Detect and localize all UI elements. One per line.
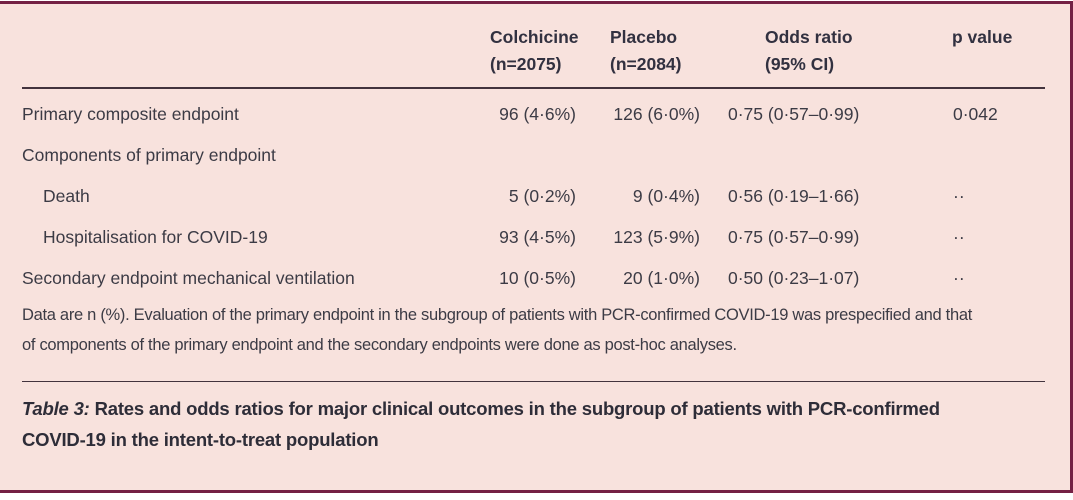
odds-ratio-header-line2: (95% CI) (765, 54, 835, 74)
cell-p-value: ·· (953, 226, 965, 247)
row-label: Hospitalisation for COVID-19 (43, 226, 268, 247)
table-caption: Table 3: Rates and odds ratios for major… (22, 393, 942, 455)
cell-odds-ratio: 0·56 (0·19–1·66) (728, 185, 860, 206)
row-label: Secondary endpoint mechanical ventilatio… (22, 267, 355, 288)
table-rows: Primary composite endpoint 96 (4·6%) 126… (0, 89, 1070, 299)
table-row: Hospitalisation for COVID-19 93 (4·5%) 1… (0, 217, 1070, 258)
cell-odds-ratio: 0·50 (0·23–1·07) (728, 267, 860, 288)
cell-placebo: 9 (0·4%) (632, 185, 700, 206)
caption-label: Table 3: (22, 398, 90, 420)
cell-p-value: ·· (953, 185, 965, 206)
cell-colchicine: 93 (4·5%) (499, 226, 576, 247)
cell-p-value: ·· (953, 267, 965, 288)
colchicine-header-line1: Colchicine (490, 27, 579, 47)
cell-placebo: 123 (5·9%) (613, 226, 700, 247)
cell-colchicine: 5 (0·2%) (508, 185, 576, 206)
caption-text: Rates and odds ratios for major clinical… (22, 398, 940, 451)
table-row: Primary composite endpoint 96 (4·6%) 126… (0, 94, 1070, 135)
table-row: Secondary endpoint mechanical ventilatio… (0, 258, 1070, 299)
caption-divider-rule (22, 380, 1045, 383)
row-label: Death (43, 185, 90, 206)
cell-placebo: 20 (1·0%) (623, 267, 700, 288)
colchicine-header-line2: (n=2075) (490, 54, 562, 74)
column-header-placebo: Placebo (n=2084) (576, 24, 702, 78)
table-row: Components of primary endpoint (0, 135, 1070, 176)
cell-colchicine: 96 (4·6%) (499, 103, 576, 124)
row-label: Components of primary endpoint (22, 144, 276, 165)
placebo-header-line2: (n=2084) (610, 54, 682, 74)
table-footnote: Data are n (%). Evaluation of the primar… (22, 305, 972, 354)
column-header-colchicine: Colchicine (n=2075) (468, 24, 579, 78)
table-header: Colchicine (n=2075) Placebo (n=2084) Odd… (0, 24, 1070, 78)
odds-ratio-header-line1: Odds ratio (765, 27, 853, 47)
header-divider-rule (22, 87, 1045, 89)
cell-p-value: 0·042 (953, 103, 998, 124)
cell-colchicine: 10 (0·5%) (499, 267, 576, 288)
cell-odds-ratio: 0·75 (0·57–0·99) (728, 103, 860, 124)
cell-odds-ratio: 0·75 (0·57–0·99) (728, 226, 860, 247)
cell-placebo: 126 (6·0%) (613, 103, 700, 124)
placebo-header-line1: Placebo (610, 27, 678, 47)
column-header-p-value: p value (952, 27, 1013, 47)
column-header-odds-ratio: Odds ratio (95% CI) (702, 24, 950, 78)
row-label: Primary composite endpoint (22, 103, 239, 124)
table-row: Death 5 (0·2%) 9 (0·4%) 0·56 (0·19–1·66)… (0, 176, 1070, 217)
